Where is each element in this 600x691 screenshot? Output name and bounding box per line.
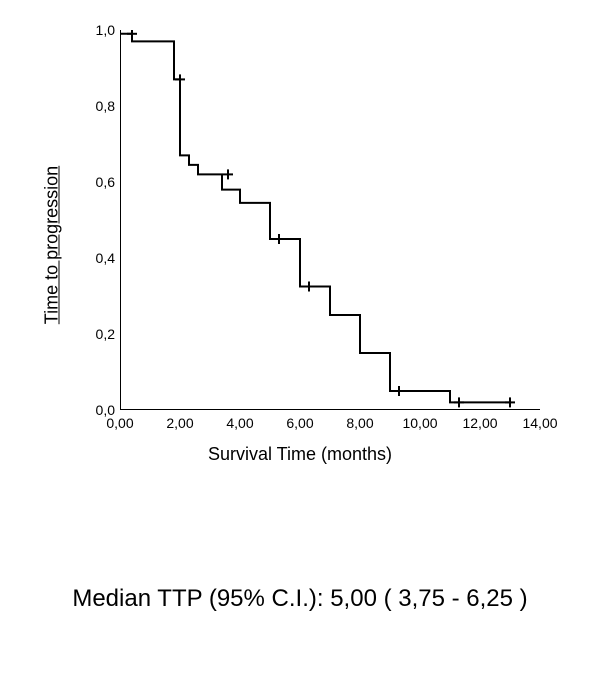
x-tick-label: 8,00 [346,415,373,431]
median-ttp-text: Median TTP (95% C.I.): 5,00 ( 3,75 - 6,2… [0,585,600,613]
x-tick-label: 0,00 [106,415,133,431]
x-tick-label: 10,00 [402,415,437,431]
y-tick-label: 0,6 [96,174,115,190]
y-tick-label: 0,8 [96,98,115,114]
plot-area [120,30,540,410]
survival-chart: Time to progression 0,00,20,40,60,81,0 0… [40,20,560,470]
chart-svg [120,30,540,410]
x-tick-label: 12,00 [462,415,497,431]
x-tick-label: 4,00 [226,415,253,431]
y-tick-label: 0,2 [96,326,115,342]
x-tick-label: 6,00 [286,415,313,431]
y-tick-label: 1,0 [96,22,115,38]
page: Time to progression 0,00,20,40,60,81,0 0… [0,0,600,691]
x-tick-label: 14,00 [522,415,557,431]
x-axis-title: Survival Time (months) [40,444,560,465]
x-tick-label: 2,00 [166,415,193,431]
y-tick-label: 0,4 [96,250,115,266]
y-axis-title: Time to progression [42,166,63,324]
